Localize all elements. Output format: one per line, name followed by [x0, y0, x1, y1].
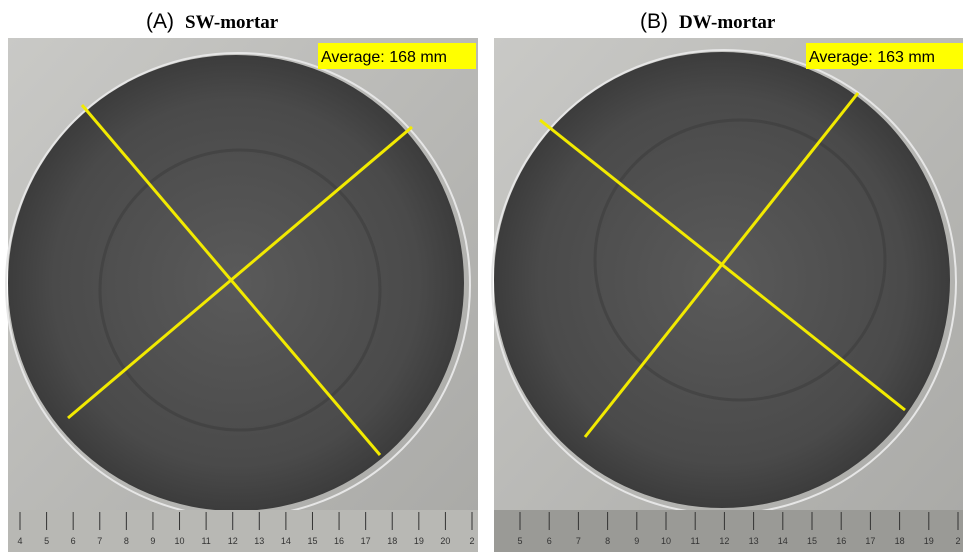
ruler-label: 13: [749, 536, 759, 546]
ruler-label: 2: [955, 536, 960, 546]
ruler-label: 16: [836, 536, 846, 546]
measure-line: [67, 125, 413, 420]
ruler-label: 6: [71, 536, 76, 546]
ruler-label: 14: [778, 536, 788, 546]
mortar: [494, 52, 950, 508]
ruler-label: 16: [334, 536, 344, 546]
ruler: [8, 510, 478, 552]
panel-letter: (A): [146, 10, 174, 33]
ruler-label: 14: [281, 536, 291, 546]
ruler-label: 7: [576, 536, 581, 546]
ruler-label: 13: [254, 536, 264, 546]
ruler-label: 19: [924, 536, 934, 546]
annotation: Average: 168 mm: [321, 49, 447, 66]
ruler-label: 15: [307, 536, 317, 546]
mold-ring: [98, 148, 382, 432]
ruler-label: 18: [895, 536, 905, 546]
ruler-label: 11: [691, 536, 700, 546]
ruler-label: 7: [97, 536, 102, 546]
annotation: Average: 163 mm: [809, 49, 935, 66]
ruler-label: 17: [361, 536, 371, 546]
ruler-label: 5: [44, 536, 49, 546]
ruler-label: 5: [517, 536, 522, 546]
ruler-label: 10: [175, 536, 185, 546]
mold-ring: [593, 118, 887, 402]
panel-title: DW-mortar: [679, 12, 776, 33]
ruler-label: 9: [634, 536, 639, 546]
panel-b: (B) DW-mortar Average: 163 mm 5 6 7 8 9 10 11 1…: [491, 10, 963, 552]
ruler-label: 10: [661, 536, 671, 546]
ruler-labels: 5 6 7 8 9 10 11 12 13 14 15 16 17 18 19 2: [517, 512, 961, 546]
ruler-label: 15: [807, 536, 817, 546]
ruler-labels: 4 5 6 7 8 9 10 11 12 13 14 15 16 17 18 19 20 2: [17, 512, 475, 546]
ruler-label: 8: [124, 536, 129, 546]
ruler-label: 18: [387, 536, 397, 546]
ruler-label: 12: [719, 536, 729, 546]
ruler-label: 20: [440, 536, 450, 546]
ruler: [494, 510, 963, 552]
ruler-label: 12: [228, 536, 238, 546]
measure-line: [583, 92, 860, 438]
panel-a: (A) SW-mortar Average: 168 mm 4 5 6 7 8 9 10 11…: [5, 10, 478, 552]
ruler-label: 8: [605, 536, 610, 546]
ruler-label: 4: [17, 536, 22, 546]
ruler-label: 17: [865, 536, 875, 546]
panel-title: SW-mortar: [185, 12, 279, 33]
annotation-box: [318, 43, 476, 69]
panel-letter: (B): [640, 10, 668, 33]
ruler-label: 9: [150, 536, 155, 546]
ruler-label: 11: [201, 536, 210, 546]
ruler-label: 6: [547, 536, 552, 546]
mortar: [8, 55, 464, 511]
annotation-box: [806, 43, 963, 69]
ruler-label: 2: [469, 536, 474, 546]
ruler-label: 19: [414, 536, 424, 546]
